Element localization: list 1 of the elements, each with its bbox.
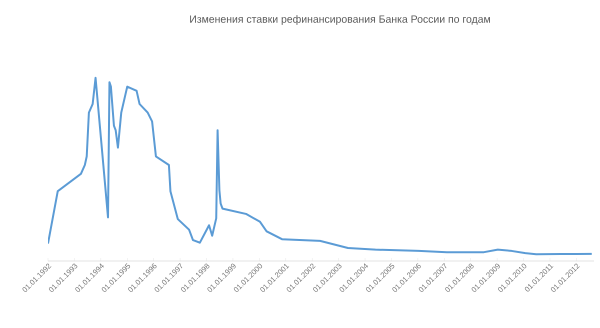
chart-title: Изменения ставки рефинансирования Банка России по годам [190,15,490,25]
